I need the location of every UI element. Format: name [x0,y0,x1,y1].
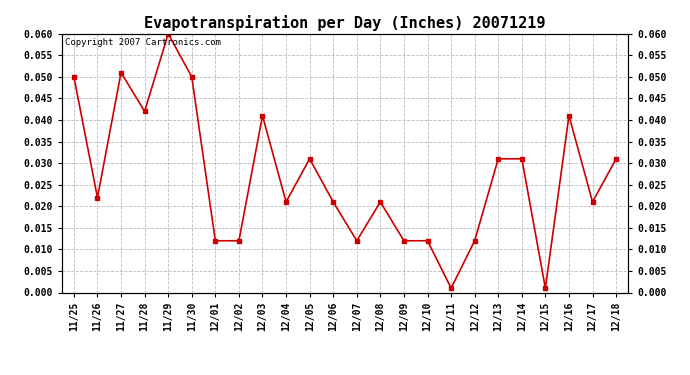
Title: Evapotranspiration per Day (Inches) 20071219: Evapotranspiration per Day (Inches) 2007… [144,15,546,31]
Text: Copyright 2007 Cartronics.com: Copyright 2007 Cartronics.com [65,38,221,46]
